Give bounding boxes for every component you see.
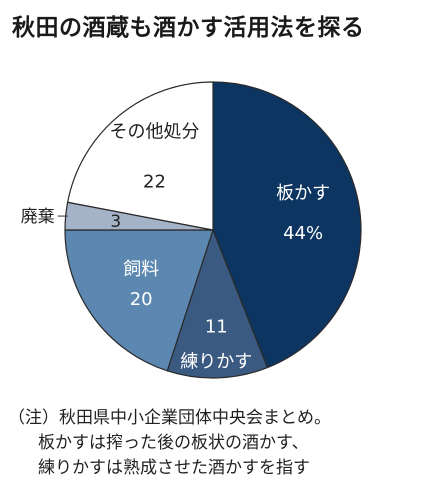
slice-value-飼料: 20 xyxy=(130,289,153,310)
pie-labels: 板かす 44% 11 練りかす 飼料 20 3 廃棄 その他処分 22 xyxy=(21,121,330,372)
slice-value-その他処分: 22 xyxy=(143,171,166,192)
slice-飼料 xyxy=(64,229,214,372)
chart-title: 秋田の酒蔵も酒かす活用法を探る xyxy=(12,15,365,41)
note-line-3: 練りかすは熟成させた酒かすを指す xyxy=(38,458,310,478)
note-line-1: （注）秋田県中小企業団体中央会まとめ。 xyxy=(8,408,331,428)
slice-label-練りかす: 練りかす xyxy=(180,352,252,373)
note-line-2: 板かすは搾った後の板状の酒かす、 xyxy=(38,433,309,453)
slice-label-廃棄: 廃棄 xyxy=(21,207,55,227)
slice-label-その他処分: その他処分 xyxy=(110,121,200,142)
slice-value-廃棄: 3 xyxy=(110,212,121,232)
slice-label-板かす: 板かす xyxy=(276,183,330,204)
slice-value-練りかす: 11 xyxy=(205,317,228,338)
slice-label-飼料: 飼料 xyxy=(123,259,159,280)
source-note: （注）秋田県中小企業団体中央会まとめ。 板かすは搾った後の板状の酒かす、 練りか… xyxy=(8,406,420,481)
slice-value-板かす: 44% xyxy=(283,223,323,244)
slice-その他処分 xyxy=(67,81,214,231)
slice-板かす xyxy=(212,81,362,369)
slice-練りかす xyxy=(166,229,269,379)
pie-slices xyxy=(64,81,362,379)
